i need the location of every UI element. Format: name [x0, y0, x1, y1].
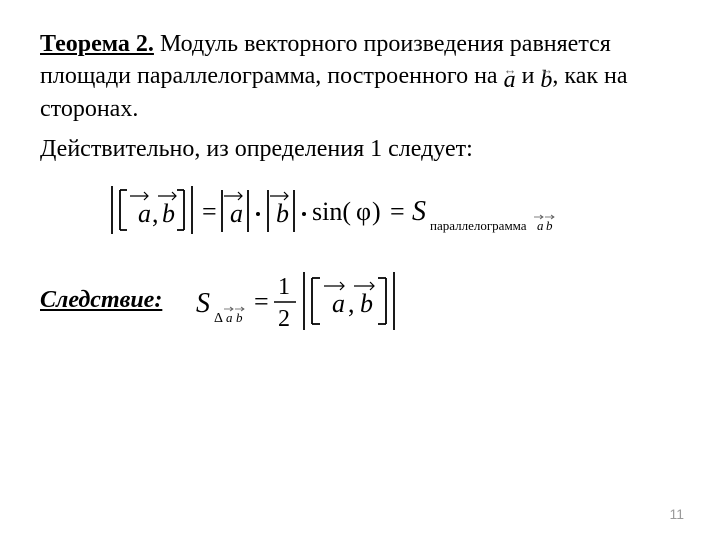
f1-S-sub: параллелограмма [430, 218, 527, 233]
formula1-svg: a , b = a b sin( φ ) [110, 184, 590, 239]
f1-b: b [162, 199, 175, 228]
vector-a-inline: ↔a [504, 64, 516, 92]
cor-b: b [360, 289, 373, 318]
vector-b-inline: ↔b [540, 64, 552, 92]
cor-comma: , [348, 289, 355, 318]
f1-close-paren: ) [372, 197, 381, 226]
proof-intro: Действительно, из определения 1 следует: [40, 133, 680, 165]
f1-comma: , [152, 199, 159, 228]
cor-sub-a: a [226, 310, 233, 325]
theorem-label: Теорема 2. [40, 31, 154, 57]
formula-cross-product-magnitude: a , b = a b sin( φ ) [110, 184, 680, 244]
f1-abs-b: b [276, 199, 289, 228]
slide-page: Теорема 2. Модуль векторного произведени… [0, 0, 720, 540]
cor-a: a [332, 289, 345, 318]
corollary-row: Следствие: S Δ a b = 1 2 a , [40, 266, 680, 336]
f1-abs-a: a [230, 199, 243, 228]
cor-frac-num: 1 [278, 274, 290, 300]
corollary-formula-svg: S Δ a b = 1 2 a , b [190, 266, 450, 336]
f1-eq2: = [390, 197, 405, 226]
f1-S: S [412, 196, 426, 227]
cor-S: S [196, 288, 210, 319]
corollary-label: Следствие: [40, 287, 162, 314]
vector-arrow-icon: ↔ [504, 61, 516, 79]
cor-eq: = [254, 287, 269, 316]
cor-delta: Δ [214, 311, 223, 326]
f1-eq1: = [202, 197, 217, 226]
cor-frac-den: 2 [278, 306, 290, 332]
f1-phi: φ [356, 197, 371, 226]
f1-S-sub-a: a [537, 218, 544, 233]
f1-a: a [138, 199, 151, 228]
theorem-paragraph: Теорема 2. Модуль векторного произведени… [40, 28, 680, 125]
f1-S-sub-b: b [546, 218, 553, 233]
vector-arrow-icon: ↔ [540, 61, 552, 79]
f1-sin: sin( [312, 197, 351, 226]
cor-sub-b: b [236, 310, 243, 325]
theorem-text-between: и [516, 63, 541, 89]
page-number: 11 [669, 506, 684, 522]
